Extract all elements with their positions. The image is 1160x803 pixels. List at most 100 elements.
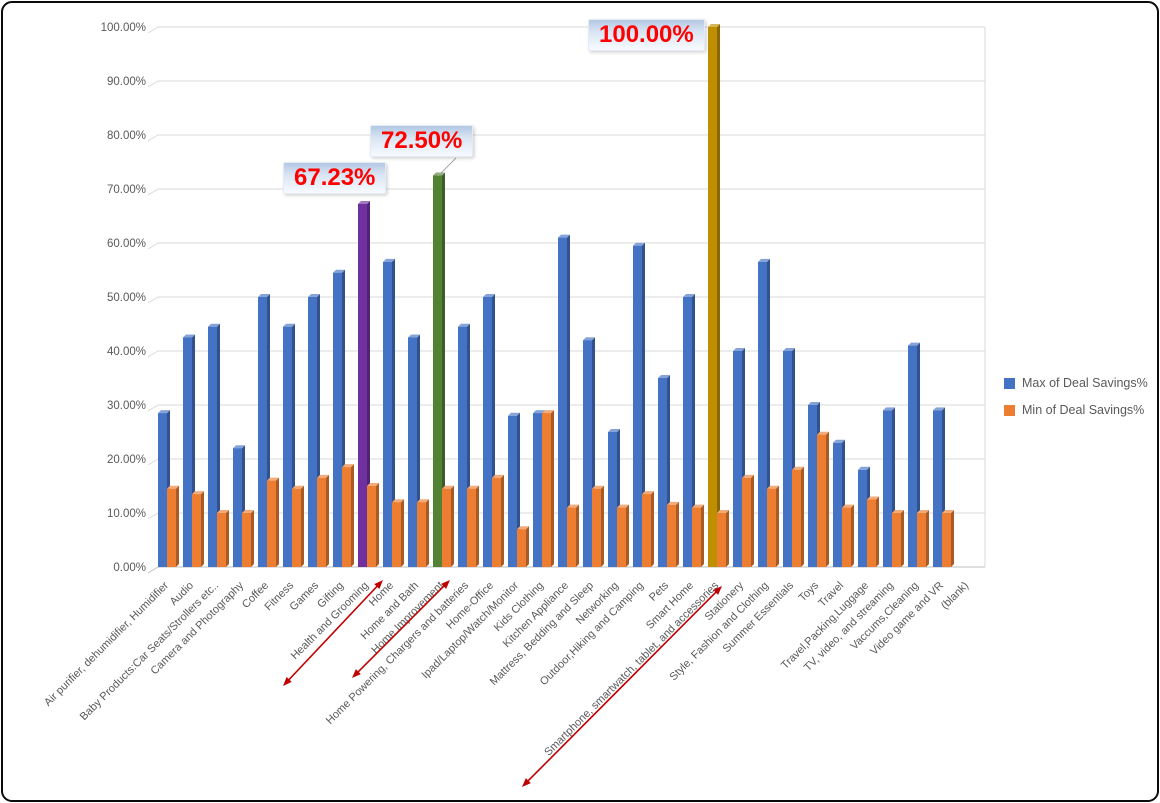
legend-item-min: Min of Deal Savings% [1004, 403, 1148, 417]
min-bar-top [167, 485, 179, 489]
max-bar-top [733, 348, 745, 351]
min-bar [792, 469, 801, 567]
max-bar-top [908, 342, 920, 346]
max-bar [233, 448, 242, 567]
gridline-3d-tick [147, 350, 159, 358]
highlight-bar-side [442, 172, 445, 567]
min-bar-side [926, 510, 929, 567]
max-bar-top [683, 294, 695, 297]
max-bar-top [208, 323, 220, 327]
min-bar-top [792, 466, 804, 470]
min-bar-side [301, 485, 304, 567]
max-bar [158, 413, 167, 567]
min-bar-top [392, 499, 404, 503]
min-bar [742, 477, 751, 567]
max-bar-top [333, 269, 345, 273]
highlight-bar [708, 27, 717, 567]
annotation-arrow-shaft [355, 583, 447, 675]
min-bar [767, 488, 776, 567]
min-bar [592, 488, 601, 567]
max-bar-top [383, 258, 395, 262]
min-bar-side [751, 474, 754, 567]
y-tick-label: 10.00% [107, 508, 146, 520]
min-bar-side [601, 485, 604, 567]
min-bar [417, 502, 426, 567]
max-bar [883, 410, 892, 567]
min-bar-side [901, 510, 904, 567]
max-bar-top [933, 407, 945, 411]
min-bar-side [951, 510, 954, 567]
min-bar-side [501, 474, 504, 567]
y-tick-label: 40.00% [107, 346, 146, 358]
min-bar-side [826, 431, 829, 567]
min-bar [717, 513, 726, 567]
max-bar-top [483, 294, 495, 297]
min-bar-top [442, 485, 454, 489]
max-bar [758, 261, 767, 567]
min-bar-side [526, 526, 529, 567]
min-bar-top [917, 510, 929, 513]
min-bar-top [467, 485, 479, 489]
min-bar-side [451, 485, 454, 567]
max-bar [908, 345, 917, 567]
min-bar [692, 507, 701, 567]
max-bar [183, 337, 192, 567]
y-tick-label: 20.00% [107, 454, 146, 466]
min-bar-side [701, 504, 704, 567]
min-bar-top [892, 510, 904, 513]
gridline-3d-tick [147, 296, 159, 304]
annotation-arrow-shaft [525, 589, 719, 784]
min-bar [492, 477, 501, 567]
min-bar-side [776, 485, 779, 567]
min-bar-top [717, 510, 729, 513]
max-bar-side [217, 323, 220, 567]
min-bar-top [692, 504, 704, 508]
min-bar-top [867, 496, 879, 500]
max-bar [383, 261, 392, 567]
min-bar-top [542, 410, 554, 414]
max-bar [558, 237, 567, 567]
max-bar [808, 405, 817, 567]
y-tick-label: 80.00% [107, 130, 146, 142]
max-bar-top [583, 337, 595, 341]
min-bar [242, 513, 251, 567]
gridline-3d-tick [147, 134, 159, 142]
max-bar [583, 340, 592, 567]
min-bar-side [726, 510, 729, 567]
max-bar [508, 415, 517, 567]
y-tick-label: 90.00% [107, 76, 146, 88]
min-bar [917, 513, 926, 567]
annotation-arrow-shaft [286, 583, 380, 683]
y-tick-label: 0.00% [113, 562, 146, 574]
max-bar-top [608, 429, 620, 432]
min-bar-side [626, 504, 629, 567]
max-bar-top [308, 294, 320, 297]
max-bar-side [567, 234, 570, 567]
min-bar [192, 494, 201, 567]
min-bar [617, 507, 626, 567]
max-bar-top [758, 258, 770, 262]
max-bar-top [883, 407, 895, 411]
legend-label-min: Min of Deal Savings% [1022, 403, 1145, 417]
min-bar-top [592, 485, 604, 489]
min-bar [167, 488, 176, 567]
gridline-3d-tick [147, 26, 159, 34]
max-bar-top [833, 439, 845, 443]
max-bar [608, 432, 617, 567]
min-bar-side [876, 496, 879, 567]
min-bar-top [192, 491, 204, 495]
max-bar-top [808, 402, 820, 405]
annotation-arrowhead [283, 677, 292, 686]
max-bar-top [508, 412, 520, 416]
min-bar-side [326, 474, 329, 567]
highlight-bar-top [708, 24, 720, 27]
min-bar-side [801, 466, 804, 567]
max-bar [483, 297, 492, 567]
min-bar-side [551, 410, 554, 567]
max-bar [283, 326, 292, 567]
legend-swatch-min [1004, 404, 1015, 416]
max-bar [658, 378, 667, 567]
max-bar-top [408, 334, 420, 338]
data-label-callout-72: 72.50% [370, 125, 474, 158]
legend-item-max: Max of Deal Savings% [1004, 376, 1148, 390]
